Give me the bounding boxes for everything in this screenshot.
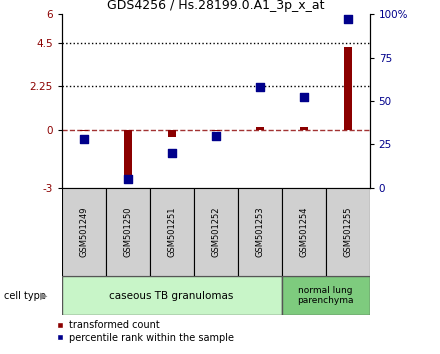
Text: GSM501255: GSM501255: [343, 207, 352, 257]
Bar: [256, 127, 264, 130]
Text: GSM501249: GSM501249: [79, 207, 88, 257]
Text: normal lung
parenchyma: normal lung parenchyma: [297, 286, 354, 305]
Point: [124, 176, 131, 182]
Bar: [80, 130, 88, 131]
Bar: [168, 130, 176, 137]
Legend: transformed count, percentile rank within the sample: transformed count, percentile rank withi…: [57, 320, 234, 343]
Text: GSM501253: GSM501253: [255, 206, 264, 257]
Bar: [300, 127, 308, 130]
Text: cell type: cell type: [4, 291, 46, 301]
Bar: [282, 276, 370, 315]
Bar: [62, 188, 106, 276]
Bar: [194, 188, 238, 276]
Bar: [124, 130, 132, 184]
Title: GDS4256 / Hs.28199.0.A1_3p_x_at: GDS4256 / Hs.28199.0.A1_3p_x_at: [107, 0, 324, 12]
Text: GSM501251: GSM501251: [167, 207, 176, 257]
Text: GSM501250: GSM501250: [123, 207, 132, 257]
Text: GSM501252: GSM501252: [211, 207, 220, 257]
Bar: [150, 188, 194, 276]
Point: [168, 150, 175, 156]
Point: [344, 17, 351, 22]
Point: [256, 84, 263, 90]
Point: [300, 95, 307, 100]
Bar: [238, 188, 282, 276]
Text: ▶: ▶: [40, 291, 48, 301]
Bar: [326, 188, 370, 276]
Point: [80, 136, 87, 142]
Text: GSM501254: GSM501254: [299, 207, 308, 257]
Bar: [344, 47, 352, 130]
Bar: [212, 130, 220, 131]
Text: caseous TB granulomas: caseous TB granulomas: [110, 291, 234, 301]
Bar: [106, 188, 150, 276]
Bar: [62, 276, 282, 315]
Bar: [282, 188, 326, 276]
Point: [212, 133, 219, 138]
